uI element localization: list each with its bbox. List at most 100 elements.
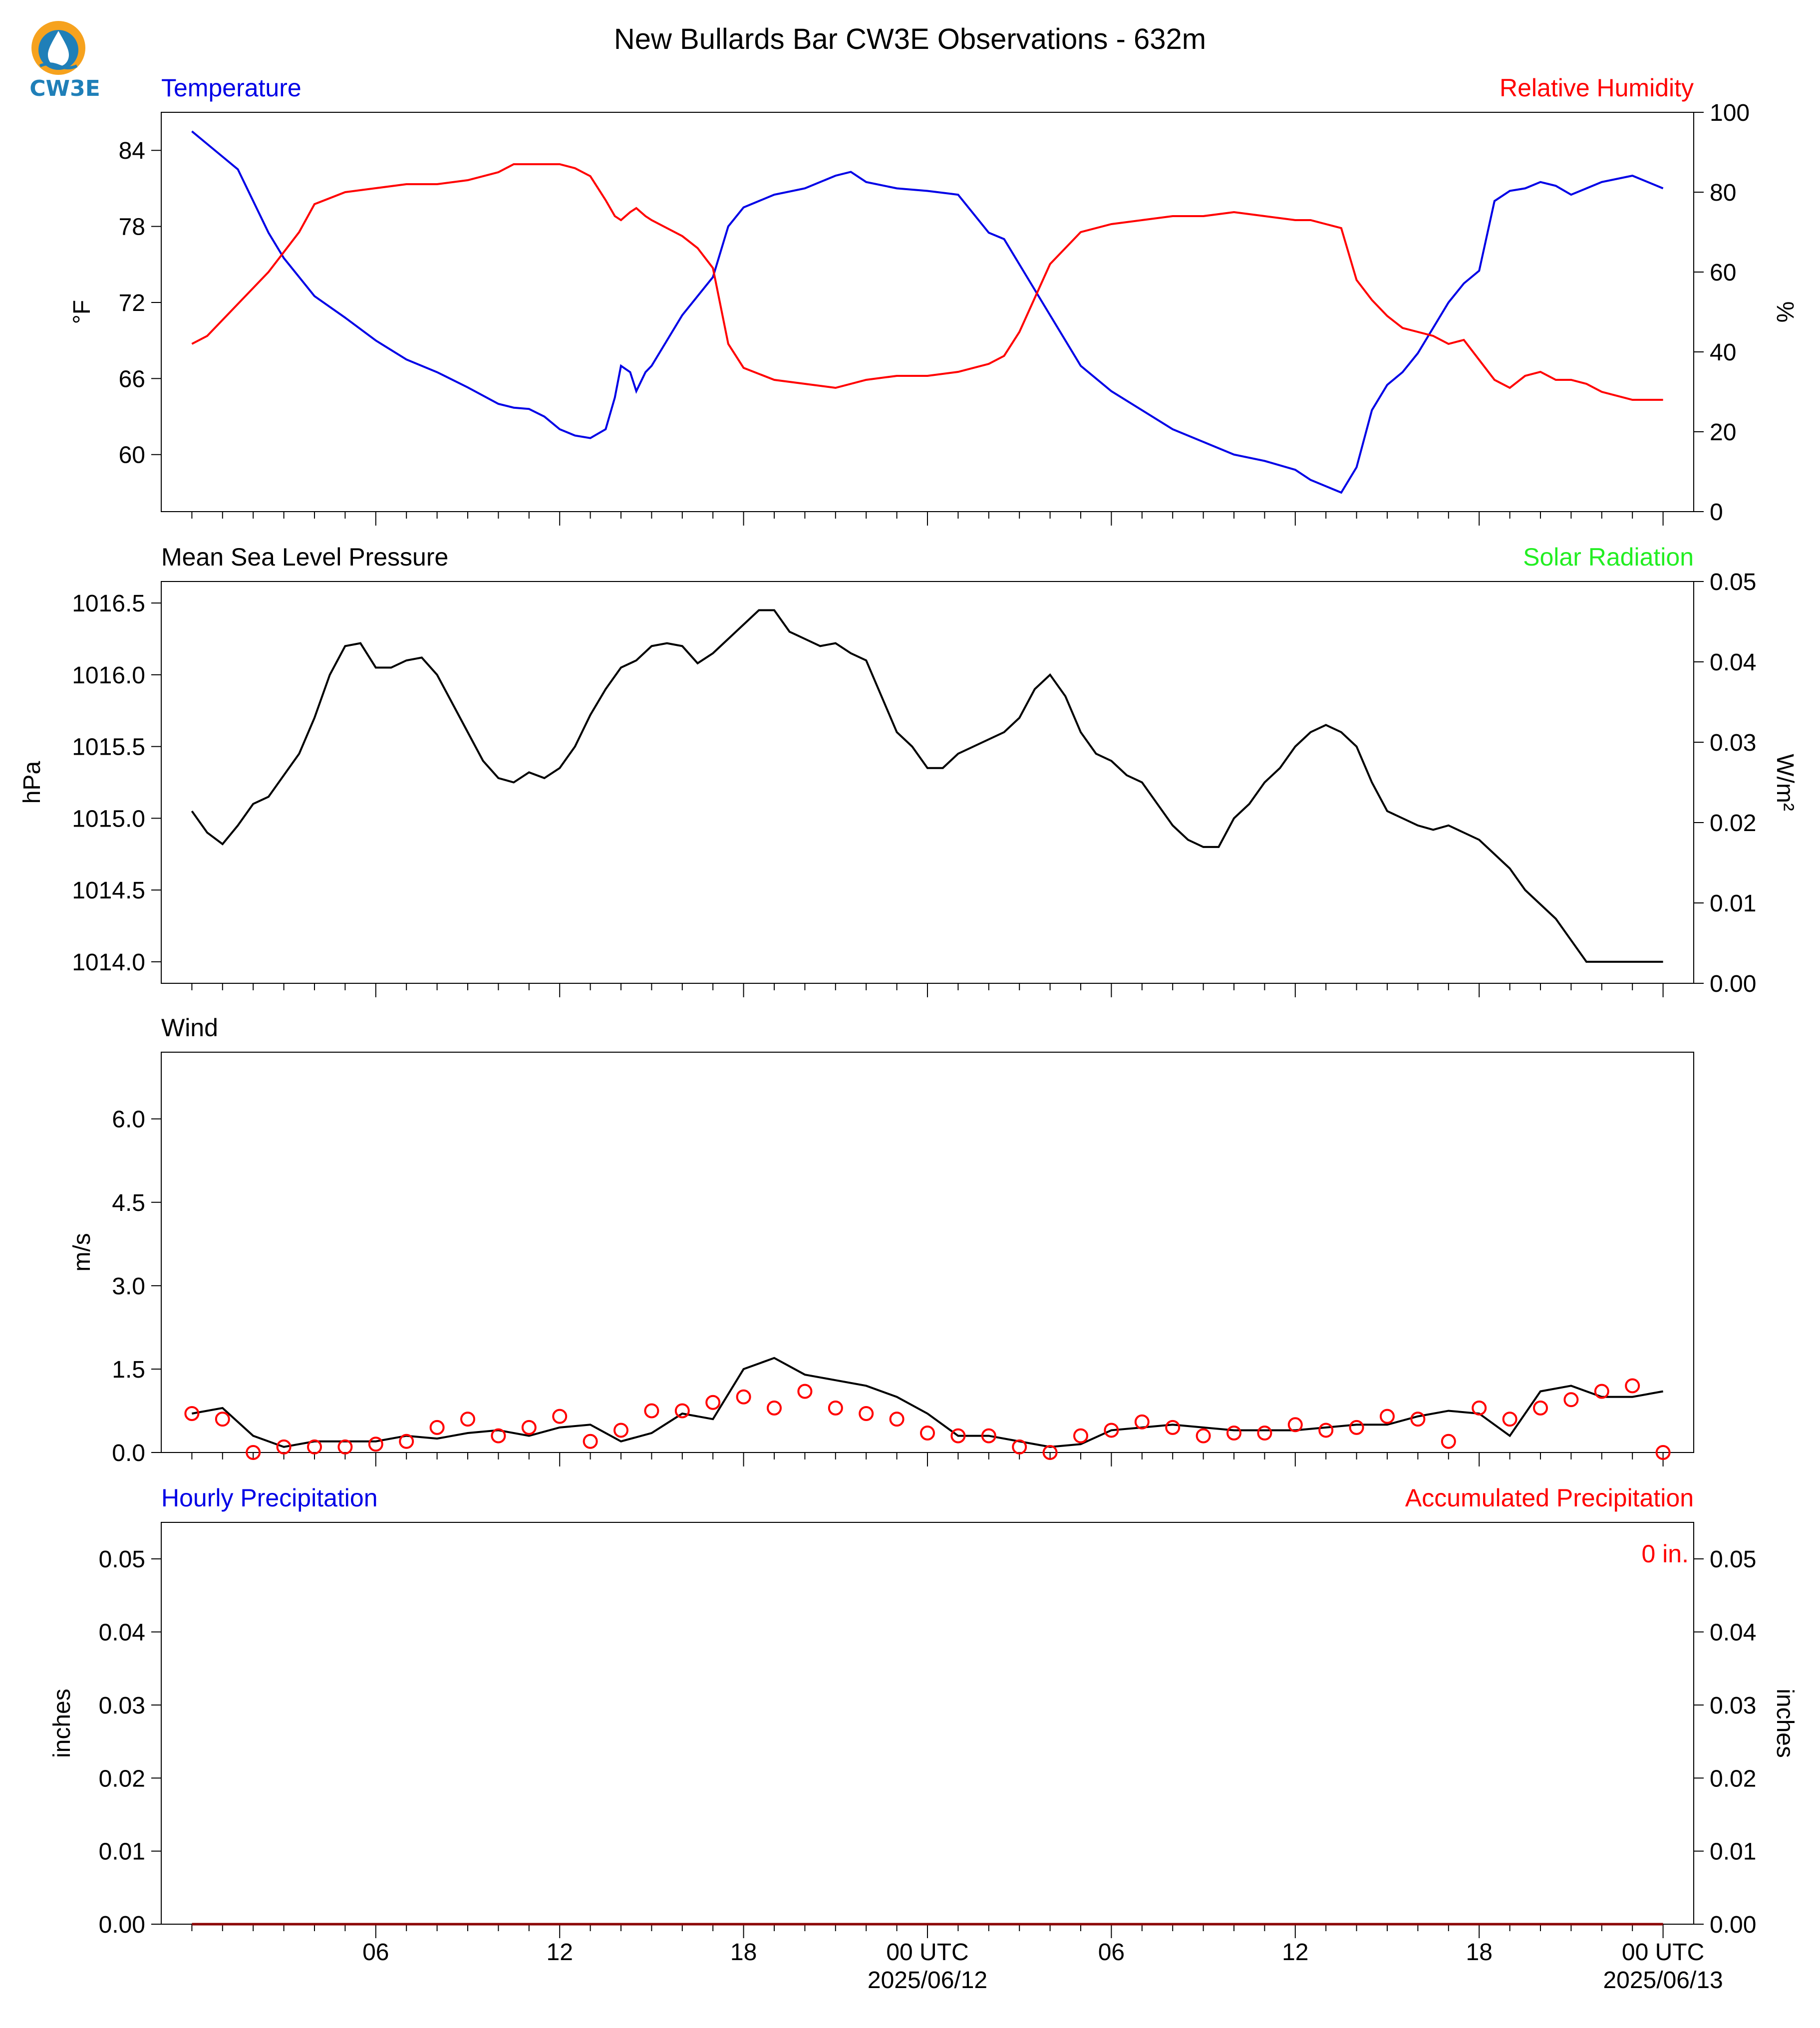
wind-hourly-marker xyxy=(368,1437,383,1452)
ytick-right-label: 20 xyxy=(1710,419,1736,446)
pressure-line xyxy=(191,609,1663,963)
ytick-left-label: 1016.5 xyxy=(72,590,145,617)
wind-hourly-marker xyxy=(276,1439,292,1454)
ytick-right-label: 0 xyxy=(1710,499,1723,526)
ytick-left-label: 1015.5 xyxy=(72,734,145,761)
wind-hourly-marker xyxy=(1318,1423,1334,1438)
ytick-right-label: 80 xyxy=(1710,180,1736,206)
cw3e-logo: CW3E xyxy=(29,21,100,101)
xtick-label: 06 xyxy=(1098,1939,1125,1966)
wind-hourly-marker xyxy=(1042,1445,1058,1460)
wind-hourly-marker xyxy=(460,1412,475,1427)
wind-hourly-marker xyxy=(920,1426,935,1441)
ytick-left-label: 1014.5 xyxy=(72,877,145,904)
ytick-left-label: 0.04 xyxy=(99,1620,145,1646)
panel-title-right-pressure: Solar Radiation xyxy=(1523,543,1694,571)
ytick-right-label: 0.01 xyxy=(1710,1839,1756,1865)
wind-hourly-marker xyxy=(889,1412,905,1427)
ylabel-right-pressure: W/m² xyxy=(1772,754,1798,811)
wind-hourly-marker xyxy=(1502,1412,1517,1427)
ytick-left-label: 72 xyxy=(119,290,145,316)
wind-hourly-marker xyxy=(705,1395,721,1410)
panel-title-left-precip: Hourly Precipitation xyxy=(161,1484,378,1512)
panel-precip: Hourly Precipitation Accumulated Precipit… xyxy=(49,1484,1798,1938)
wind-hourly-marker xyxy=(981,1428,996,1444)
wind-hourly-marker xyxy=(1472,1400,1487,1416)
ytick-right-label: 0.03 xyxy=(1710,730,1756,756)
wind-hourly-marker xyxy=(1134,1414,1150,1430)
ytick-right-label: 0.01 xyxy=(1710,890,1756,917)
wind-hourly-marker xyxy=(337,1439,353,1454)
ytick-right-label: 0.00 xyxy=(1710,1912,1756,1938)
ytick-left-label: 3.0 xyxy=(112,1273,145,1300)
wind-hourly-marker xyxy=(307,1439,322,1454)
ytick-right-label: 0.05 xyxy=(1710,569,1756,595)
xtick-label: 12 xyxy=(1282,1939,1308,1966)
logo-drop xyxy=(48,31,69,66)
xtick-label: 12 xyxy=(547,1939,573,1966)
wind-hourly-marker xyxy=(1563,1392,1579,1408)
panel-pressure: Mean Sea Level Pressure Solar Radiation 10… xyxy=(19,543,1798,997)
plot-frame-pressure xyxy=(161,581,1694,984)
logo-waves xyxy=(39,62,78,69)
panel-temp_rh: Temperature Relative Humidity 60 66 72 78 84 0 2… xyxy=(69,74,1798,526)
wind-hourly-marker xyxy=(1380,1409,1395,1424)
wind-hourly-marker xyxy=(521,1420,537,1435)
wind-hourly-marker xyxy=(1594,1384,1609,1399)
xtick-label: 00 UTC xyxy=(886,1939,968,1966)
ylabel-right-temp_rh: % xyxy=(1772,301,1798,323)
ytick-left-label: 1016.0 xyxy=(72,662,145,689)
wind-hourly-marker xyxy=(491,1428,506,1444)
wind-hourly-marker xyxy=(1533,1400,1548,1416)
wind-hourly-marker xyxy=(828,1400,843,1416)
wind-hourly-marker xyxy=(1196,1428,1211,1444)
wind-hourly-marker xyxy=(613,1423,628,1438)
ytick-left-label: 0.02 xyxy=(99,1765,145,1792)
ytick-left-label: 0.03 xyxy=(99,1693,145,1719)
wind-hourly-marker xyxy=(644,1403,659,1419)
wind-hourly-marker xyxy=(1257,1426,1272,1441)
ytick-left-label: 1015.0 xyxy=(72,806,145,832)
panel-title-right-temp_rh: Relative Humidity xyxy=(1500,74,1694,102)
ytick-left-label: 1014.0 xyxy=(72,949,145,976)
wind-hourly-marker xyxy=(1073,1428,1088,1444)
wind-hourly-marker xyxy=(246,1445,261,1460)
wind-hourly-marker xyxy=(736,1389,751,1405)
wind-hourly-marker xyxy=(1410,1412,1426,1427)
panel-title-right-precip: Accumulated Precipitation xyxy=(1405,1484,1694,1512)
ytick-right-label: 60 xyxy=(1710,260,1736,286)
ytick-left-label: 78 xyxy=(119,214,145,241)
wind-hourly-marker xyxy=(1349,1420,1364,1435)
panel-title-left-pressure: Mean Sea Level Pressure xyxy=(161,543,448,571)
ylabel-right-precip: inches xyxy=(1772,1689,1798,1758)
ylabel-left-wind: m/s xyxy=(69,1233,95,1271)
wind-hourly-marker xyxy=(429,1420,445,1435)
wind-hourly-marker xyxy=(1625,1378,1640,1394)
wind-hourly-marker xyxy=(1226,1426,1241,1441)
wind-hourly-marker xyxy=(399,1434,414,1449)
wind-hourly-marker xyxy=(950,1428,966,1444)
ytick-left-label: 4.5 xyxy=(112,1190,145,1216)
wind-hourly-marker xyxy=(859,1406,874,1422)
ytick-left-label: 6.0 xyxy=(112,1107,145,1133)
logo-text: CW3E xyxy=(29,76,100,101)
ytick-right-label: 0.05 xyxy=(1710,1546,1756,1573)
wind-hourly-marker xyxy=(1104,1423,1119,1438)
xtick-label: 18 xyxy=(1466,1939,1493,1966)
ytick-left-label: 60 xyxy=(119,442,145,469)
wind-hourly-marker xyxy=(674,1403,690,1419)
wind-hourly-marker xyxy=(1012,1439,1027,1454)
wind-hourly-marker xyxy=(767,1400,782,1416)
ytick-right-label: 0.02 xyxy=(1710,810,1756,837)
wind-hourly-marker xyxy=(1441,1434,1456,1449)
accumulated-total-label: 0 in. xyxy=(1641,1540,1689,1568)
panel-wind: Wind 0.0 1.5 3.0 4.5 6.0 m/s xyxy=(69,1014,1694,1466)
wind-hourly-marker xyxy=(552,1409,568,1424)
xtick-label: 18 xyxy=(730,1939,757,1966)
ytick-right-label: 0.03 xyxy=(1710,1693,1756,1719)
panel-title-left-wind: Wind xyxy=(161,1014,218,1042)
panel-title-left-temp_rh: Temperature xyxy=(161,74,302,102)
xtick-label: 06 xyxy=(362,1939,389,1966)
wind-hourly-marker xyxy=(184,1406,200,1422)
